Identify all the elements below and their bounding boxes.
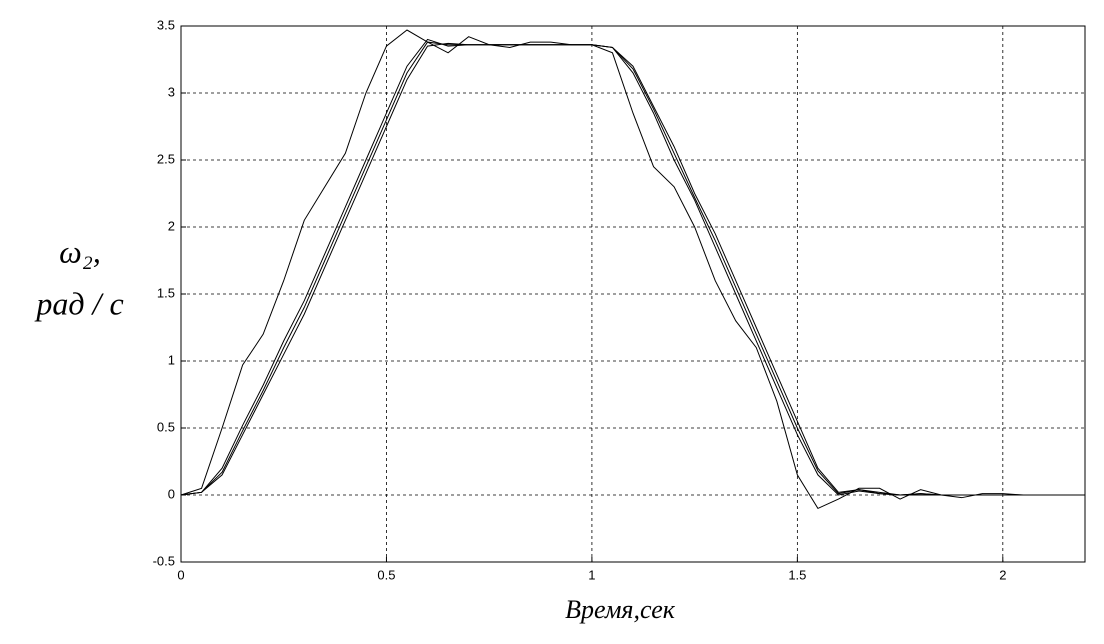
x-tick-label: 0 xyxy=(177,567,184,582)
y-tick-label: 2.5 xyxy=(157,151,175,166)
y-tick-label: 3.5 xyxy=(157,17,175,32)
y-tick-label: -0.5 xyxy=(153,553,175,568)
y-axis-label: ω₂, xyxy=(59,233,101,269)
plot-frame xyxy=(180,25,1086,563)
y-tick-label: 0 xyxy=(168,486,175,501)
y-tick-label: 1 xyxy=(168,352,175,367)
x-axis-label: Время,сек xyxy=(565,595,676,624)
y-axis-label: рад / с xyxy=(34,285,123,321)
x-tick-label: 1 xyxy=(588,567,595,582)
y-tick-label: 3 xyxy=(168,84,175,99)
x-tick-label: 0.5 xyxy=(377,567,395,582)
y-tick-label: 0.5 xyxy=(157,419,175,434)
x-tick-label: 1.5 xyxy=(788,567,806,582)
y-tick-label: 2 xyxy=(168,218,175,233)
x-tick-label: 2 xyxy=(999,567,1006,582)
y-tick-label: 1.5 xyxy=(157,285,175,300)
line-series xyxy=(180,41,1085,496)
line-series xyxy=(180,29,1085,510)
